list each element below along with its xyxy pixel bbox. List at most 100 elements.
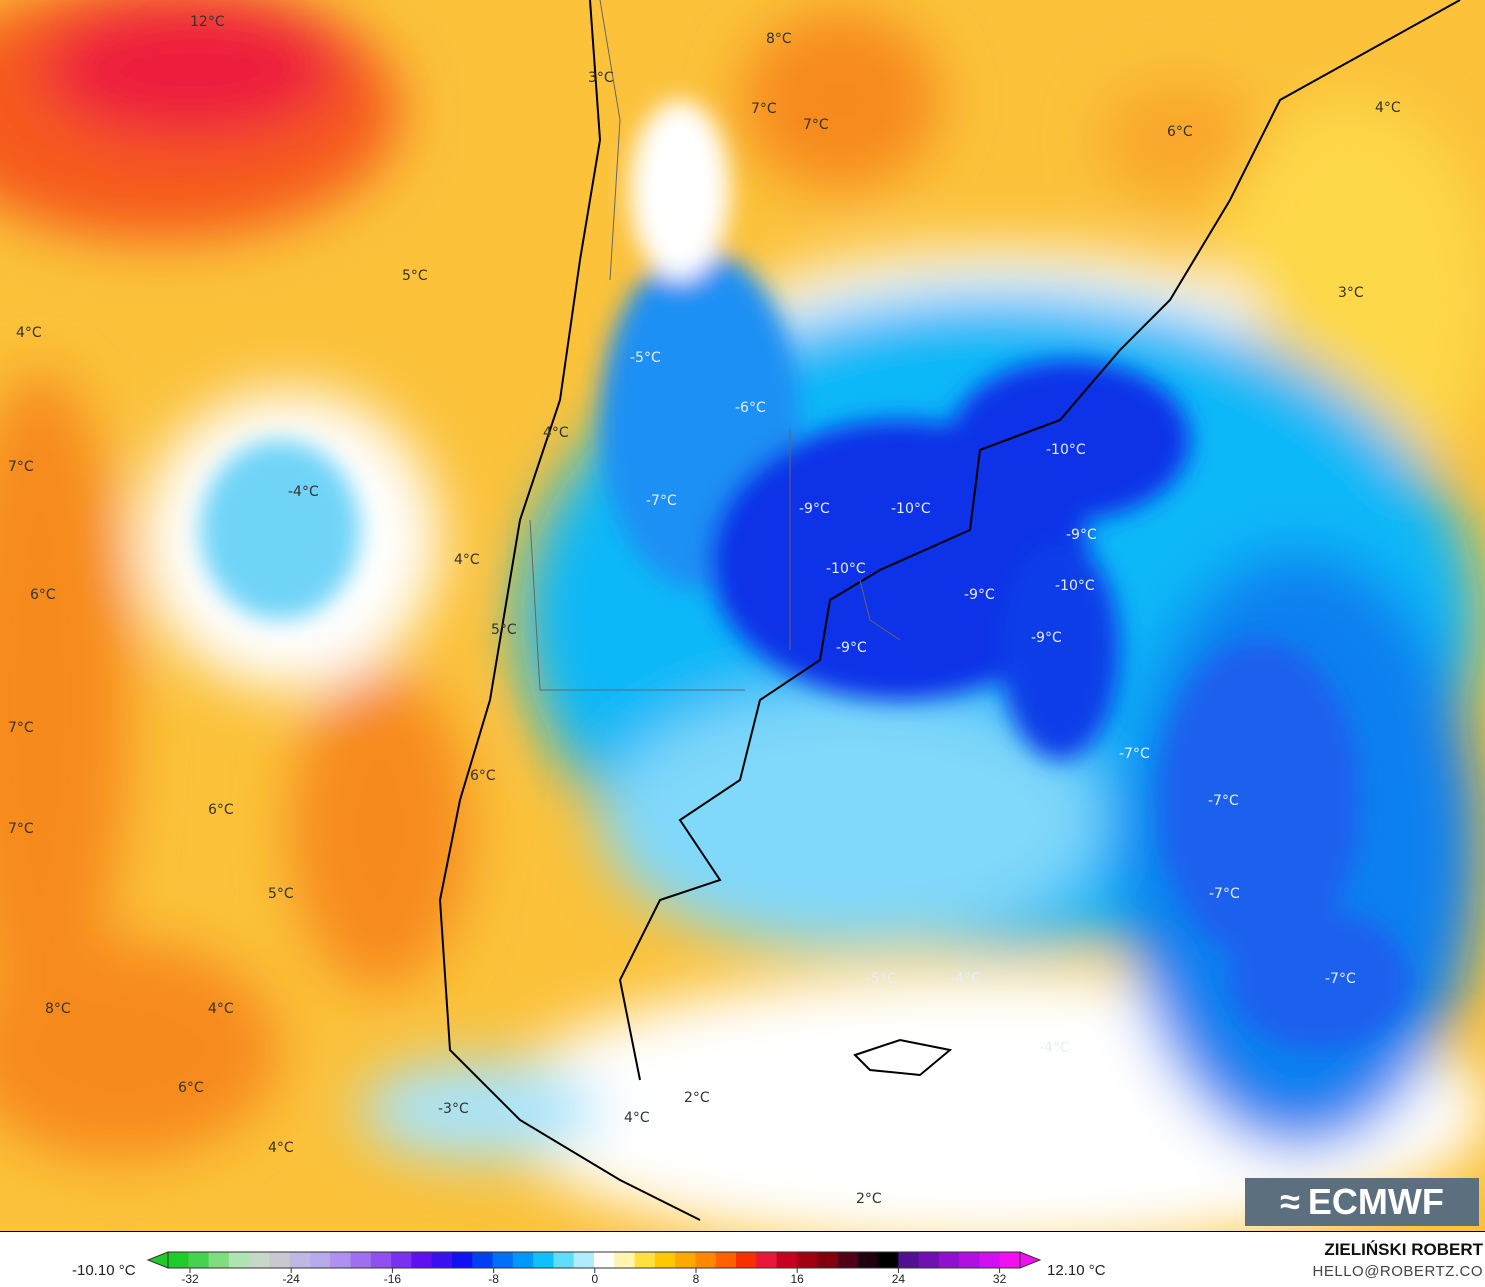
temperature-label: 4°C	[543, 425, 569, 441]
colorbar-swatch	[999, 1252, 1021, 1268]
temperature-label: 2°C	[684, 1090, 710, 1106]
colorbar-swatch	[979, 1252, 1001, 1268]
colorbar-swatch	[310, 1252, 331, 1268]
colorbar-swatch	[472, 1252, 494, 1268]
author-name: ZIELIŃSKI ROBERT	[1324, 1240, 1483, 1259]
colorbar-swatch	[857, 1252, 879, 1268]
colorbar-swatch	[330, 1252, 352, 1268]
colorbar-swatch	[452, 1252, 473, 1268]
colorbar-swatch	[269, 1252, 291, 1268]
temperature-anomaly-map: 12°C 3°C 8°C 7°C 7°C 6°C 4°C 5°C 4°C 3°C -5°C -6°C 4…	[0, 0, 1485, 1232]
temperature-label: -10°C	[1055, 578, 1095, 594]
temperature-label: 5°C	[491, 622, 517, 638]
colorbar-swatch	[533, 1252, 554, 1268]
colorbar-extend-arrow	[146, 1251, 169, 1269]
temperature-label: -10°C	[1046, 442, 1086, 458]
colorbar-swatch	[959, 1252, 980, 1268]
colorbar-tick-label: 0	[591, 1272, 599, 1286]
temperature-label: 3°C	[1338, 285, 1364, 301]
colorbar-swatch	[918, 1252, 940, 1268]
temperature-label: 5°C	[268, 886, 294, 902]
colorbar-swatch	[492, 1252, 514, 1268]
temperature-label: -6°C	[735, 400, 766, 416]
colorbar-swatch	[411, 1252, 433, 1268]
temperature-label: -9°C	[1031, 630, 1062, 646]
temperature-label: 4°C	[268, 1140, 294, 1156]
colorbar-swatch	[898, 1252, 920, 1268]
author-email: HELLO@ROBERTZ.CO	[1312, 1263, 1483, 1280]
colorbar-swatch	[654, 1252, 676, 1268]
colorbar-swatch	[817, 1252, 838, 1268]
colorbar-swatch	[837, 1252, 859, 1268]
ecmwf-wave-icon: ≈	[1280, 1181, 1300, 1222]
colorbar-swatch	[512, 1252, 534, 1268]
temperature-label: -3°C	[438, 1101, 469, 1117]
temperature-label: 4°C	[208, 1001, 234, 1017]
temperature-label: -10°C	[826, 561, 866, 577]
temperature-label: -5°C	[866, 971, 897, 987]
colorbar-swatch	[796, 1252, 818, 1268]
temperature-label: -7°C	[1325, 971, 1356, 987]
temperature-label: -9°C	[1066, 527, 1097, 543]
colorbar-swatch	[350, 1252, 372, 1268]
temperature-label: -9°C	[836, 640, 867, 656]
temperature-label: 6°C	[30, 587, 56, 603]
temperature-label: 4°C	[624, 1110, 650, 1126]
temperature-label: 5°C	[402, 268, 428, 284]
colorbar-swatch	[878, 1252, 899, 1268]
temperature-label: 8°C	[45, 1001, 71, 1017]
temperature-label: 3°C	[588, 70, 614, 86]
temperature-label: 7°C	[803, 117, 829, 133]
temperature-label: -7°C	[1119, 746, 1150, 762]
colorbar-swatch	[594, 1252, 615, 1268]
colorbar-swatch	[168, 1252, 189, 1268]
colorbar-frame	[167, 1251, 1021, 1269]
colorbar-swatch	[228, 1252, 250, 1268]
temperature-label: 4°C	[454, 552, 480, 568]
temperature-label: -4°C	[950, 971, 981, 987]
colorbar-tick-label: 8	[692, 1272, 700, 1286]
colorbar-swatch	[431, 1252, 453, 1268]
temperature-label: 7°C	[751, 101, 777, 117]
colorbar-tick-label: -16	[383, 1272, 402, 1286]
colorbar-tick-label: -8	[488, 1272, 499, 1286]
temperature-label: 4°C	[16, 325, 42, 341]
colorbar-swatch	[249, 1252, 270, 1268]
temperature-label: 8°C	[766, 31, 792, 47]
colorbar-swatch	[573, 1252, 595, 1268]
colorbar-extend-arrow	[1019, 1251, 1042, 1269]
ecmwf-logo: ≈ ECMWF	[1245, 1178, 1479, 1226]
colorbar-swatch	[736, 1252, 757, 1268]
temperature-label: 6°C	[208, 802, 234, 818]
colorbar-swatch	[614, 1252, 636, 1268]
colorbar-tick-label: -32	[181, 1272, 199, 1286]
colorbar-tick-label: 32	[992, 1272, 1007, 1286]
colorbar-swatch	[938, 1252, 960, 1268]
colorbar-tick-label: 24	[891, 1272, 906, 1286]
temperature-label: -7°C	[646, 493, 677, 509]
colorbar-swatch	[695, 1252, 717, 1268]
temperature-label: -7°C	[1208, 793, 1239, 809]
temperature-label: -9°C	[964, 587, 995, 603]
map-fields	[0, 0, 1485, 1231]
colorbar-swatch	[776, 1252, 798, 1268]
colorbar-swatch	[553, 1252, 575, 1268]
temperature-label: -9°C	[799, 501, 830, 517]
temperature-label: 4°C	[1375, 100, 1401, 116]
temperature-label: -5°C	[630, 350, 661, 366]
temperature-label: 7°C	[8, 821, 34, 837]
colorbar-min-label: -10.10 °C	[72, 1262, 136, 1279]
colorbar-swatch	[675, 1252, 696, 1268]
colorbar-swatch	[289, 1252, 311, 1268]
temperature-label: 6°C	[178, 1080, 204, 1096]
colorbar-swatch	[715, 1252, 737, 1268]
temperature-label: 7°C	[8, 459, 34, 475]
colorbar-swatch	[634, 1252, 656, 1268]
colorbar-max-label: 12.10 °C	[1047, 1262, 1106, 1279]
temperature-label: 12°C	[190, 14, 225, 30]
colorbar-swatch	[208, 1252, 230, 1268]
colorbar-swatch	[370, 1252, 392, 1268]
temperature-label: 7°C	[8, 720, 34, 736]
temperature-label: 6°C	[1167, 124, 1193, 140]
temperature-label: 2°C	[856, 1191, 882, 1207]
